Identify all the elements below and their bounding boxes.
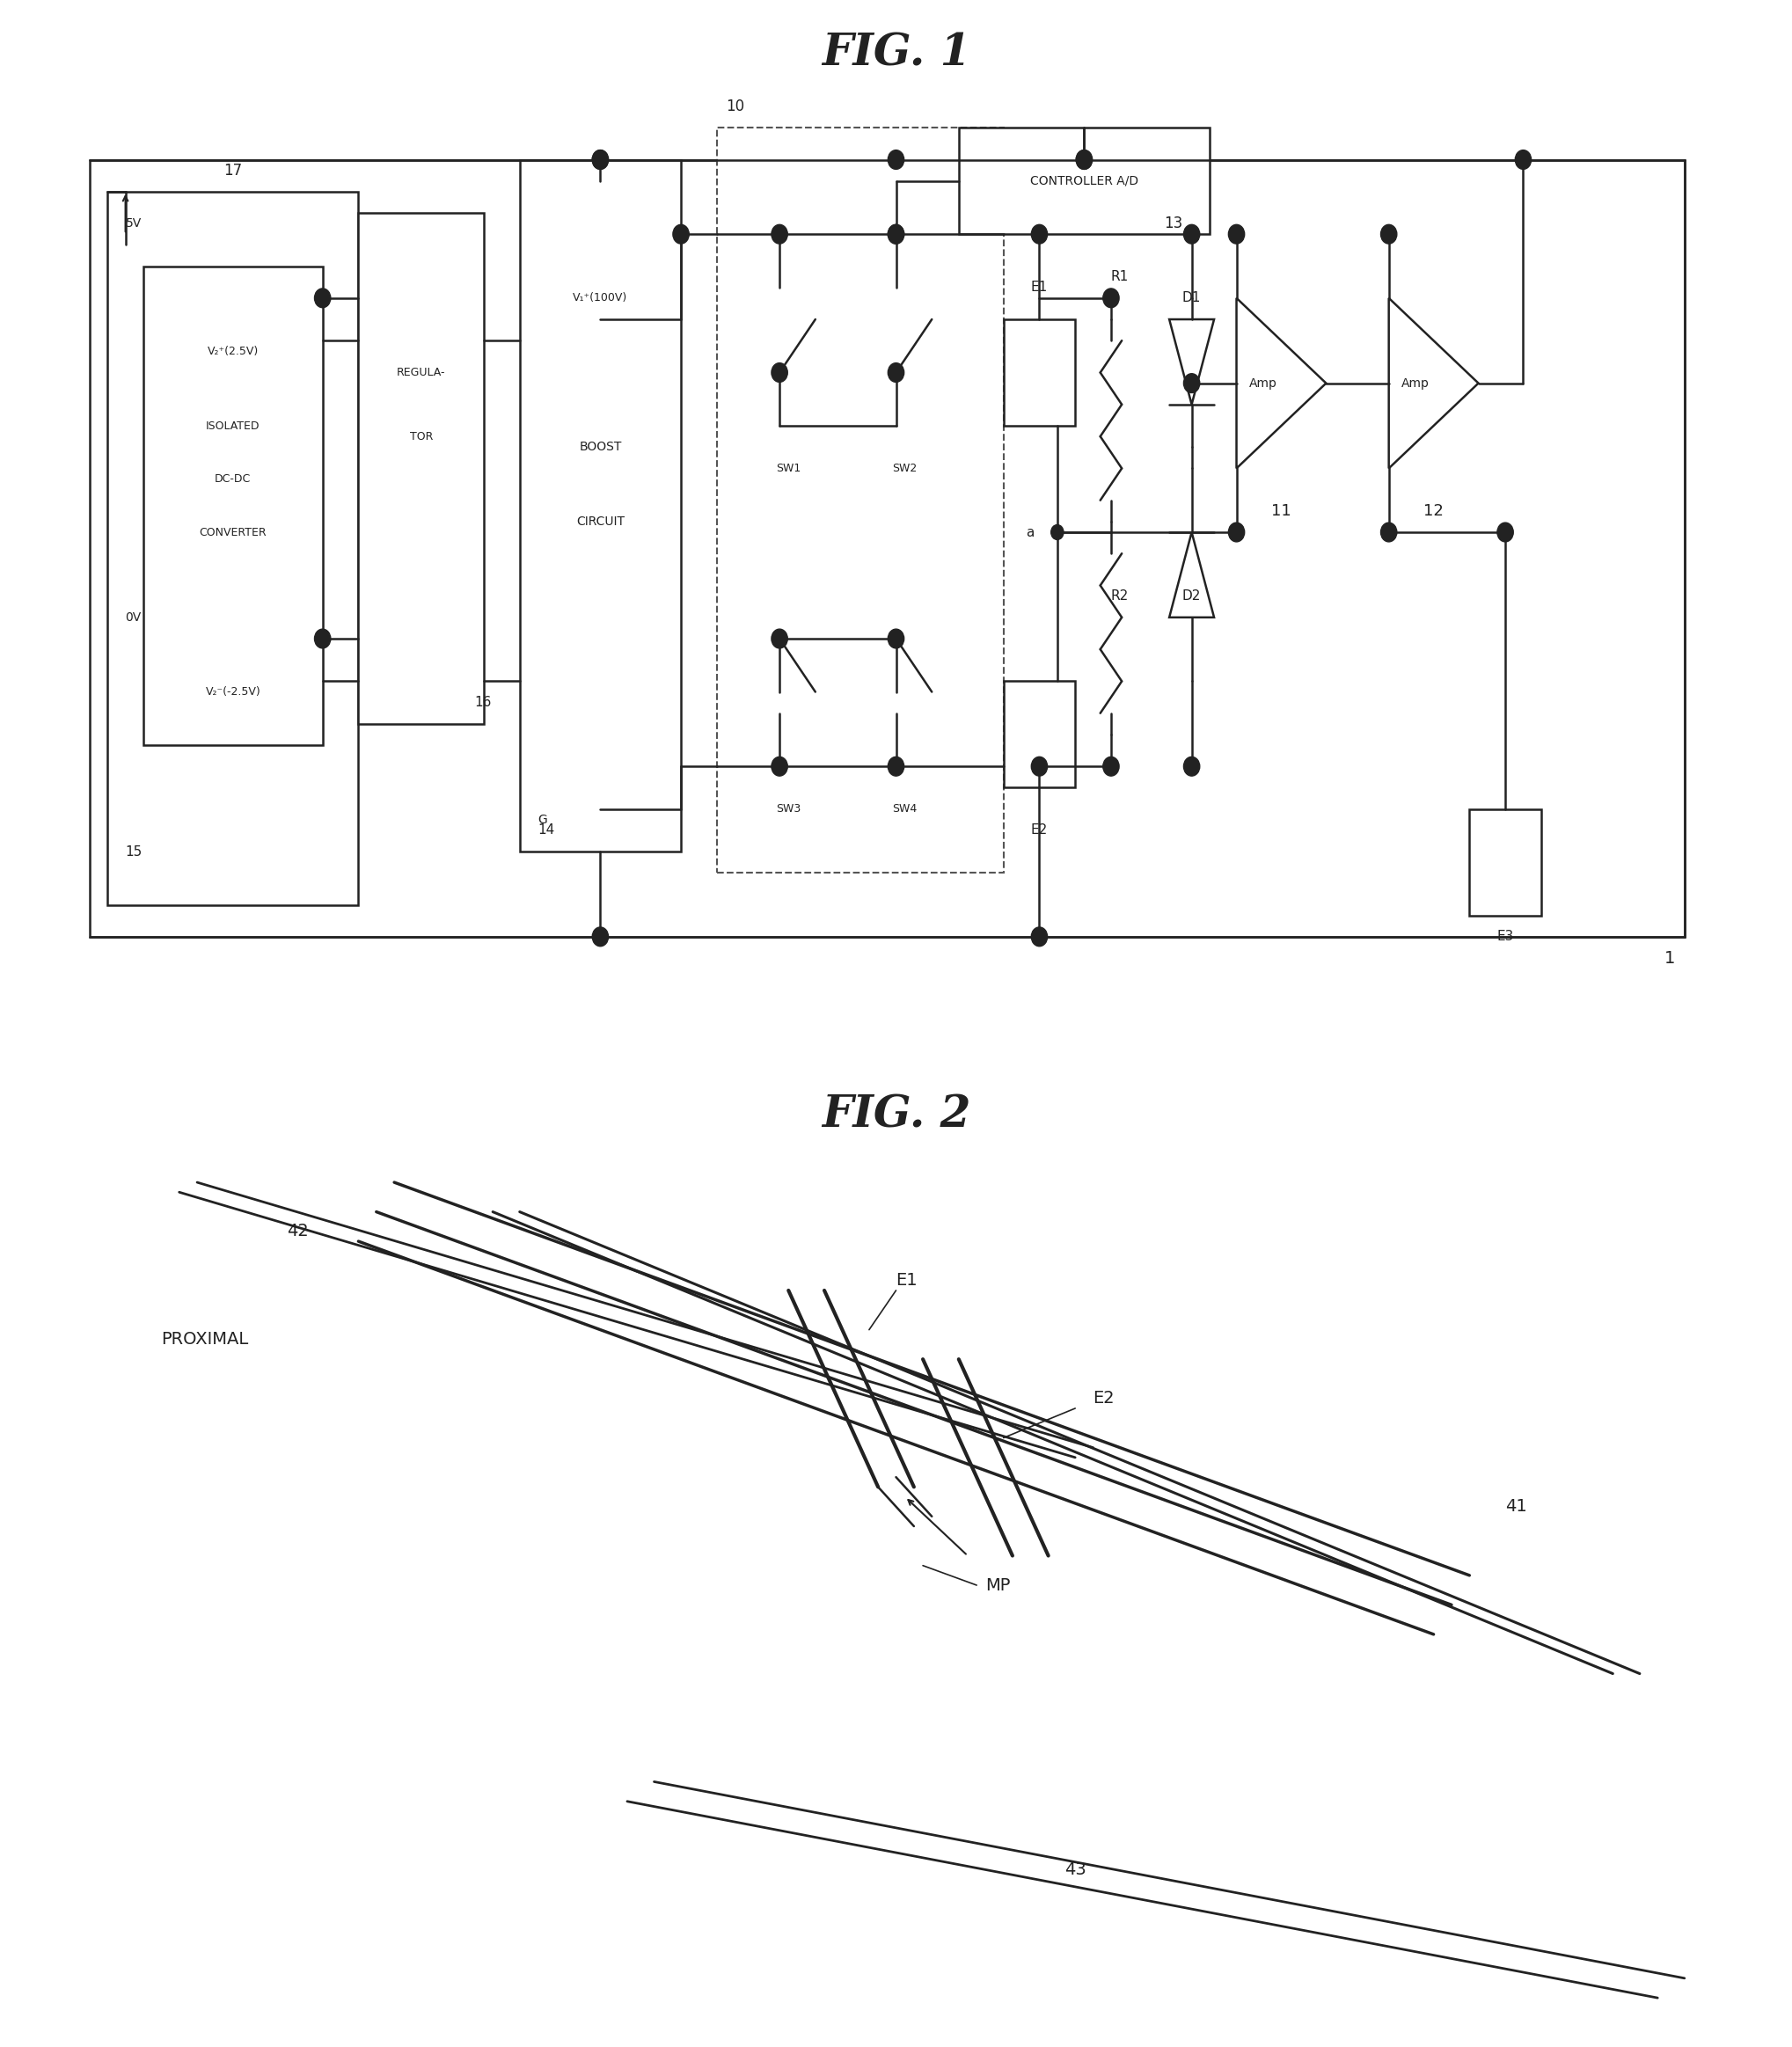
Text: SW4: SW4 <box>892 802 918 815</box>
Text: 12: 12 <box>1423 504 1444 518</box>
Bar <box>520 160 681 852</box>
Circle shape <box>889 628 905 649</box>
Text: MP: MP <box>986 1576 1011 1593</box>
Text: E1: E1 <box>896 1273 918 1290</box>
Circle shape <box>1514 149 1530 170</box>
Circle shape <box>889 757 905 776</box>
Circle shape <box>1075 149 1093 170</box>
Bar <box>358 213 484 725</box>
Text: FIG. 1: FIG. 1 <box>821 33 971 76</box>
Circle shape <box>1183 375 1201 393</box>
Circle shape <box>889 149 905 170</box>
Circle shape <box>889 362 905 383</box>
Circle shape <box>1032 757 1047 776</box>
Circle shape <box>1229 225 1244 244</box>
Text: CONTROLLER A/D: CONTROLLER A/D <box>1030 174 1138 186</box>
Circle shape <box>591 927 609 946</box>
Circle shape <box>1032 927 1047 946</box>
Text: Amp: Amp <box>1401 377 1430 389</box>
Circle shape <box>1104 757 1118 776</box>
Circle shape <box>1382 225 1398 244</box>
Text: ISOLATED: ISOLATED <box>206 420 260 432</box>
Text: V₂⁻(-2.5V): V₂⁻(-2.5V) <box>206 686 260 698</box>
Bar <box>1004 682 1075 788</box>
Text: 16: 16 <box>475 696 493 708</box>
Text: 10: 10 <box>726 98 744 115</box>
Bar <box>90 160 1684 938</box>
Text: TOR: TOR <box>410 430 432 442</box>
Bar <box>1004 319 1075 426</box>
Circle shape <box>1229 522 1244 542</box>
Text: V₁⁺(100V): V₁⁺(100V) <box>573 293 627 303</box>
Text: V₂⁺(2.5V): V₂⁺(2.5V) <box>208 346 258 356</box>
Text: 14: 14 <box>538 823 554 837</box>
Text: E2: E2 <box>1093 1390 1115 1406</box>
Text: G: G <box>538 813 547 825</box>
Text: D1: D1 <box>1183 291 1201 305</box>
Text: BOOST: BOOST <box>579 440 622 452</box>
Circle shape <box>771 225 788 244</box>
Text: SW1: SW1 <box>776 463 801 475</box>
Circle shape <box>771 362 788 383</box>
Text: 11: 11 <box>1271 504 1292 518</box>
Circle shape <box>771 757 788 776</box>
Circle shape <box>1382 522 1398 542</box>
Text: SW2: SW2 <box>892 463 918 475</box>
Text: Amp: Amp <box>1249 377 1278 389</box>
Text: FIG. 2: FIG. 2 <box>821 1093 971 1136</box>
Text: R2: R2 <box>1111 590 1129 602</box>
Circle shape <box>1183 757 1201 776</box>
Circle shape <box>1104 289 1118 307</box>
Text: PROXIMAL: PROXIMAL <box>161 1331 249 1347</box>
Text: 17: 17 <box>224 162 242 178</box>
Text: a: a <box>1027 526 1034 538</box>
Text: E1: E1 <box>1030 280 1048 295</box>
Bar <box>959 127 1210 233</box>
Circle shape <box>315 289 330 307</box>
Text: CIRCUIT: CIRCUIT <box>575 516 625 528</box>
Bar <box>143 266 323 745</box>
Circle shape <box>674 225 690 244</box>
Text: 13: 13 <box>1165 215 1183 231</box>
Circle shape <box>591 149 609 170</box>
Text: E3: E3 <box>1496 929 1514 944</box>
Text: D2: D2 <box>1183 590 1201 602</box>
Text: 0V: 0V <box>125 612 142 624</box>
Circle shape <box>771 628 788 649</box>
Circle shape <box>315 628 330 649</box>
Circle shape <box>889 225 905 244</box>
Text: R1: R1 <box>1111 270 1129 282</box>
Bar <box>1469 809 1541 915</box>
Circle shape <box>1032 225 1047 244</box>
Text: 42: 42 <box>287 1224 308 1240</box>
Text: 43: 43 <box>1064 1863 1086 1879</box>
Circle shape <box>1050 524 1064 540</box>
Text: SW3: SW3 <box>776 802 801 815</box>
Bar <box>108 192 358 905</box>
Text: 41: 41 <box>1505 1498 1527 1515</box>
Circle shape <box>1498 522 1512 542</box>
Text: 15: 15 <box>125 845 142 858</box>
Text: 1: 1 <box>1665 950 1676 966</box>
Text: DC-DC: DC-DC <box>215 473 251 485</box>
Text: CONVERTER: CONVERTER <box>199 526 267 538</box>
Text: E2: E2 <box>1030 823 1048 837</box>
Text: 5V: 5V <box>125 217 142 229</box>
Circle shape <box>889 225 905 244</box>
Bar <box>717 127 1004 872</box>
Circle shape <box>1075 149 1093 170</box>
Text: REGULA-: REGULA- <box>396 366 446 379</box>
Circle shape <box>1183 225 1201 244</box>
Circle shape <box>591 149 609 170</box>
